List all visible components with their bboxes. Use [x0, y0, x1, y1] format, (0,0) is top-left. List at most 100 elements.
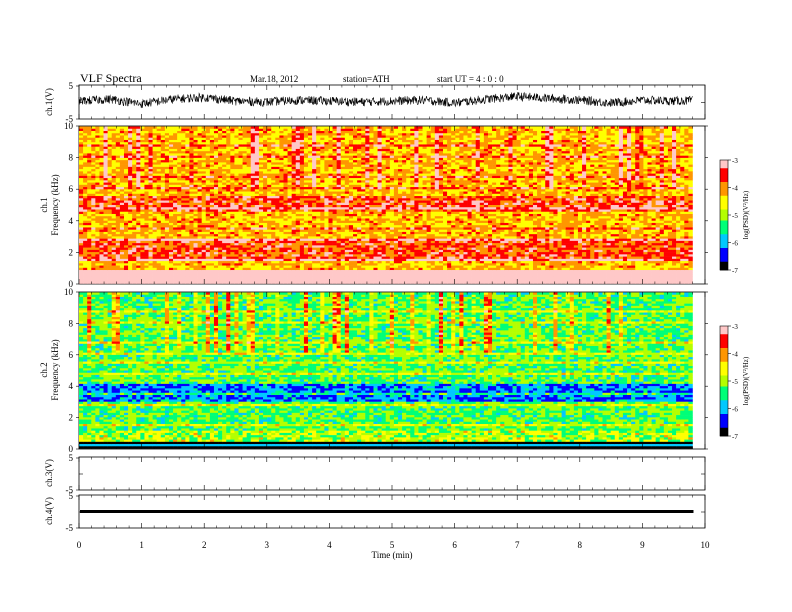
spectrogram-cell	[136, 185, 140, 188]
spectrogram-cell	[128, 171, 132, 174]
spectrogram-cell	[108, 192, 112, 195]
spectrogram-cell	[116, 234, 120, 237]
spectrogram-cell	[95, 279, 99, 282]
spectrogram-cell	[112, 131, 116, 134]
spectrogram-cell	[132, 259, 136, 262]
spectrogram-cell	[116, 277, 120, 280]
spectrogram-cell	[153, 216, 157, 219]
spectrogram-cell	[79, 209, 83, 212]
spectrogram-cell	[79, 135, 83, 138]
spectrogram-cell	[108, 216, 112, 219]
spectrogram-cell	[149, 180, 153, 183]
spectrogram-cell	[91, 214, 95, 217]
spectrogram-cell	[124, 153, 128, 156]
spectrogram-cell	[116, 254, 120, 257]
ch2-spec-ylabel: Frequency (kHz)	[50, 339, 60, 400]
spectrogram-cell	[161, 127, 165, 130]
spectrogram-cell	[140, 212, 144, 215]
spectrogram-cell	[116, 272, 120, 275]
spectrogram-cell	[132, 261, 136, 264]
spectrogram-cell	[149, 189, 153, 192]
spectrogram-cell	[108, 230, 112, 233]
spectrogram-cell	[157, 140, 161, 143]
spectrogram-cell	[144, 201, 148, 204]
spectrogram-cell	[112, 176, 116, 179]
spectrogram-cell	[153, 236, 157, 239]
spectrogram-cell	[116, 138, 120, 141]
spectrogram-cell	[108, 221, 112, 224]
spectrogram-cell	[120, 140, 124, 143]
spectrogram-cell	[95, 129, 99, 132]
spectrogram-cell	[161, 149, 165, 152]
spectrogram-cell	[120, 196, 124, 199]
spectrogram-cell	[95, 201, 99, 204]
spectrogram-cell	[120, 214, 124, 217]
spectrogram-cell	[99, 140, 103, 143]
spectrogram-cell	[140, 169, 144, 172]
spectrogram-cell	[120, 147, 124, 150]
spectrogram-cell	[99, 216, 103, 219]
spectrogram-cell	[136, 221, 140, 224]
spectrogram-cell	[136, 131, 140, 134]
spectrogram-cell	[153, 212, 157, 215]
spectrogram-cell	[144, 140, 148, 143]
spectrogram-cell	[112, 209, 116, 212]
spectrogram-cell	[124, 214, 128, 217]
spectrogram-cell	[91, 151, 95, 154]
spectrogram-cell	[83, 135, 87, 138]
spectrogram-cell	[87, 218, 91, 221]
spectrogram-cell	[165, 230, 169, 233]
spectrogram-cell	[91, 142, 95, 145]
spectrogram-cell	[153, 135, 157, 138]
spectrogram-cell	[132, 266, 136, 269]
spectrogram-cell	[79, 277, 83, 280]
spectrogram-cell	[173, 133, 177, 136]
spectrogram-cell	[108, 131, 112, 134]
spectrogram-cell	[153, 201, 157, 204]
spectrogram-cell	[157, 131, 161, 134]
spectrogram-cell	[132, 192, 136, 195]
spectrogram-cell	[87, 203, 91, 206]
spectrogram-cell	[124, 171, 128, 174]
spectrogram-cell	[161, 254, 165, 257]
spectrogram-cell	[91, 254, 95, 257]
spectrogram-cell	[140, 151, 144, 154]
spectrogram-cell	[124, 142, 128, 145]
spectrogram-cell	[104, 185, 108, 188]
spectrogram-cell	[99, 144, 103, 147]
spectrogram-cell	[104, 169, 108, 172]
spectrogram-cell	[108, 227, 112, 230]
spectrogram-cell	[144, 241, 148, 244]
spectrogram-cell	[161, 162, 165, 165]
spectrogram-cell	[120, 169, 124, 172]
spectrogram-cell	[108, 243, 112, 246]
spectrogram-cell	[177, 196, 181, 199]
spectrogram-cell	[120, 178, 124, 181]
spectrogram-cell	[95, 140, 99, 143]
spectrogram-cell	[149, 236, 153, 239]
spectrogram-cell	[165, 225, 169, 228]
spectrogram-cell	[116, 248, 120, 251]
spectrogram-cell	[99, 205, 103, 208]
spectrogram-cell	[104, 254, 108, 257]
spectrogram-cell	[149, 131, 153, 134]
spectrogram-cell	[87, 160, 91, 163]
spectrogram-cell	[153, 131, 157, 134]
spectrogram-cell	[169, 160, 173, 163]
spectrogram-cell	[144, 151, 148, 154]
spectrogram-cell	[87, 129, 91, 132]
spectrogram-cell	[177, 185, 181, 188]
spectrogram-cell	[87, 133, 91, 136]
spectrogram-cell	[91, 135, 95, 138]
spectrogram-cell	[128, 230, 132, 233]
spectrogram-cell	[140, 216, 144, 219]
spectrogram-cell	[177, 261, 181, 264]
spectrogram-cell	[116, 129, 120, 132]
spectrogram-cell	[132, 142, 136, 145]
spectrogram-cell	[108, 198, 112, 201]
spectrogram-cell	[128, 234, 132, 237]
spectrogram-cell	[120, 201, 124, 204]
spectrogram-cell	[157, 261, 161, 264]
spectrogram-cell	[173, 275, 177, 278]
spectrogram-cell	[169, 187, 173, 190]
